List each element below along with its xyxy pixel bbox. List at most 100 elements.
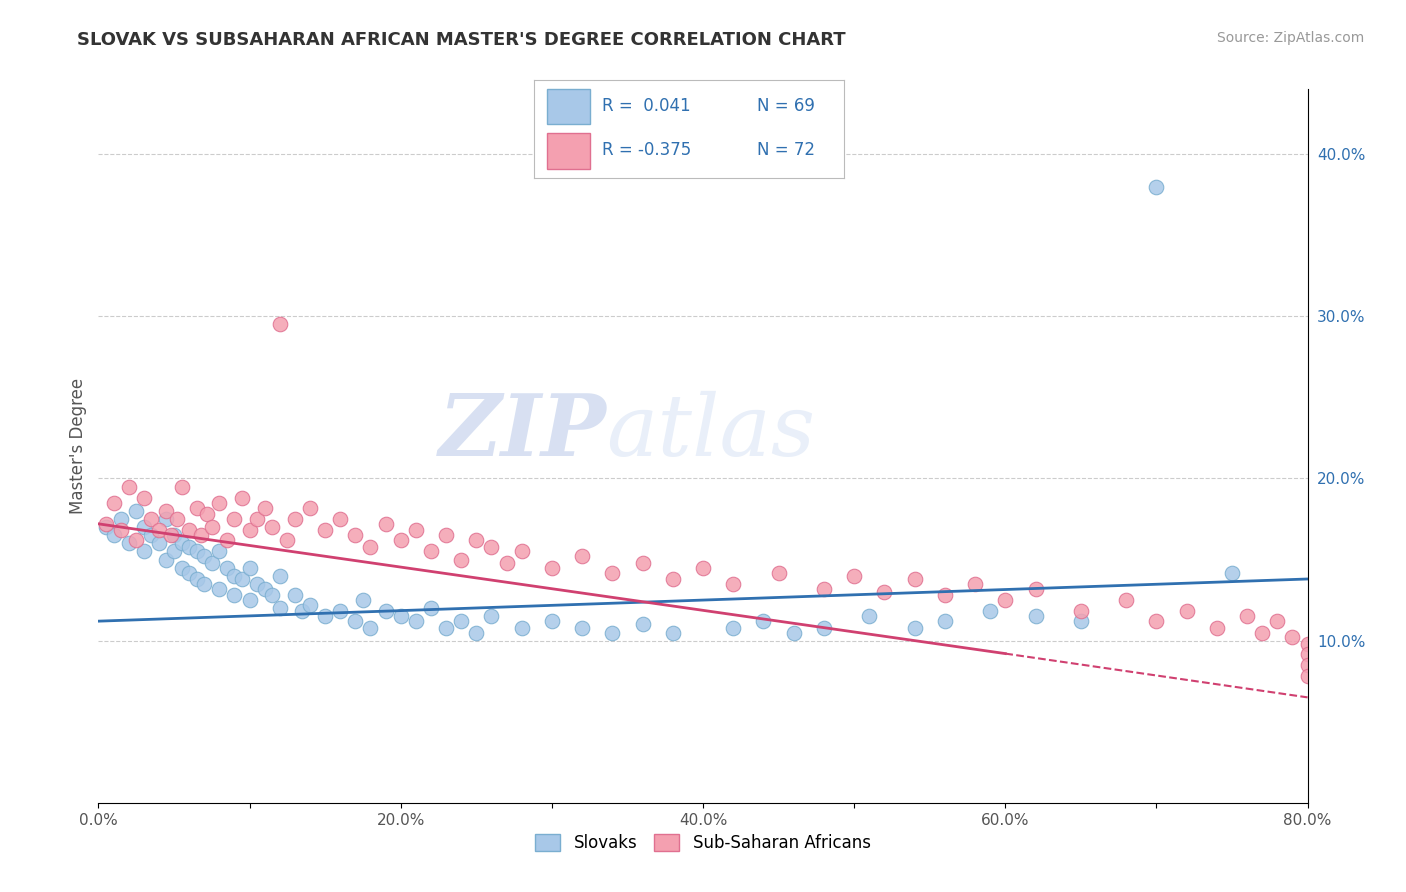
Point <box>1296 669 1319 683</box>
Point <box>1296 637 1319 651</box>
Point <box>186 544 208 558</box>
Point <box>329 604 352 618</box>
Point <box>208 496 231 510</box>
Point <box>374 604 396 618</box>
Text: SLOVAK VS SUBSAHARAN AFRICAN MASTER'S DEGREE CORRELATION CHART: SLOVAK VS SUBSAHARAN AFRICAN MASTER'S DE… <box>77 31 846 49</box>
Point <box>661 625 683 640</box>
Point <box>291 604 314 618</box>
Point <box>125 533 148 547</box>
Point <box>813 621 835 635</box>
Point <box>148 524 170 538</box>
Point <box>208 544 231 558</box>
Point <box>179 524 201 538</box>
Point <box>631 556 654 570</box>
Point <box>186 572 208 586</box>
Point <box>510 621 533 635</box>
Point <box>1024 582 1046 596</box>
Point <box>179 566 201 580</box>
Point <box>231 572 253 586</box>
Point <box>155 552 177 566</box>
Point <box>110 512 132 526</box>
Point <box>420 544 443 558</box>
Point <box>1267 614 1289 628</box>
Point <box>179 540 201 554</box>
Point <box>979 604 1001 618</box>
Point <box>160 528 183 542</box>
Point <box>155 512 177 526</box>
Point <box>239 593 262 607</box>
Point <box>125 504 148 518</box>
Point <box>405 524 427 538</box>
Point <box>352 593 374 607</box>
Point <box>253 500 276 515</box>
Point <box>166 512 188 526</box>
Point <box>201 520 224 534</box>
Point <box>934 614 956 628</box>
Point <box>873 585 896 599</box>
Point <box>1251 625 1274 640</box>
Point <box>170 479 193 493</box>
Text: atlas: atlas <box>606 391 815 473</box>
Point <box>602 625 624 640</box>
Point <box>155 504 177 518</box>
Point <box>571 621 593 635</box>
Point <box>132 520 155 534</box>
Point <box>434 621 457 635</box>
Point <box>170 536 193 550</box>
Point <box>262 588 284 602</box>
Point <box>965 577 987 591</box>
Point <box>246 577 269 591</box>
Point <box>360 621 382 635</box>
Point <box>752 614 775 628</box>
Point <box>904 621 927 635</box>
Text: Source: ZipAtlas.com: Source: ZipAtlas.com <box>1216 31 1364 45</box>
Point <box>510 544 533 558</box>
Point <box>631 617 654 632</box>
Point <box>103 528 125 542</box>
Point <box>1024 609 1046 624</box>
Point <box>163 544 186 558</box>
Point <box>1144 179 1167 194</box>
Point <box>299 500 322 515</box>
Point <box>299 598 322 612</box>
Point <box>994 593 1017 607</box>
Point <box>1144 614 1167 628</box>
Point <box>246 512 269 526</box>
Point <box>450 552 472 566</box>
Text: R = -0.375: R = -0.375 <box>602 142 692 160</box>
Point <box>103 496 125 510</box>
Point <box>239 560 262 574</box>
Point <box>193 577 215 591</box>
Legend: Slovaks, Sub-Saharan Africans: Slovaks, Sub-Saharan Africans <box>529 827 877 859</box>
Point <box>904 572 927 586</box>
Point <box>141 512 163 526</box>
Point <box>163 528 186 542</box>
Point <box>1070 614 1092 628</box>
FancyBboxPatch shape <box>547 89 591 124</box>
Text: R =  0.041: R = 0.041 <box>602 97 690 115</box>
Point <box>405 614 427 628</box>
Point <box>450 614 472 628</box>
Point <box>465 625 488 640</box>
Point <box>224 568 246 582</box>
Point <box>540 614 562 628</box>
Y-axis label: Master's Degree: Master's Degree <box>69 378 87 514</box>
Point <box>253 582 276 596</box>
Point <box>1220 566 1243 580</box>
FancyBboxPatch shape <box>547 133 591 169</box>
Point <box>314 524 336 538</box>
Point <box>224 512 246 526</box>
Point <box>723 577 745 591</box>
Point <box>344 614 367 628</box>
Point <box>1281 631 1303 645</box>
Point <box>262 520 284 534</box>
Point <box>723 621 745 635</box>
Point <box>465 533 488 547</box>
Text: ZIP: ZIP <box>439 390 606 474</box>
Point <box>201 556 224 570</box>
Point <box>269 318 291 332</box>
Point <box>481 540 503 554</box>
Point <box>215 560 238 574</box>
Point <box>1296 647 1319 661</box>
Point <box>276 533 298 547</box>
